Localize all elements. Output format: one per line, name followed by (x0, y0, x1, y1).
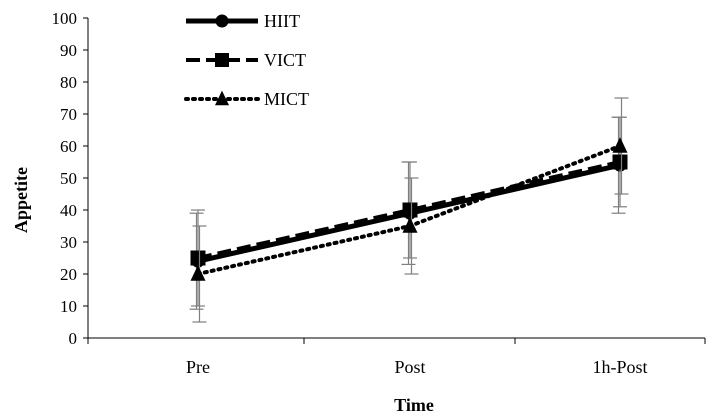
data-point-mict (612, 137, 628, 153)
legend-label-hiit: HIIT (264, 11, 300, 31)
y-tick-label: 90 (60, 41, 77, 60)
legend: HIIT VICT MICT (184, 11, 309, 109)
data-point-vict (190, 250, 206, 266)
data-point-mict (402, 217, 418, 233)
data-point-vict (402, 202, 418, 218)
legend-label-mict: MICT (264, 89, 309, 109)
data-point-vict (612, 154, 628, 170)
series-layer (189, 97, 629, 323)
y-tick-label: 20 (60, 265, 77, 284)
legend-item-mict: MICT (184, 89, 309, 109)
legend-item-hiit: HIIT (186, 11, 300, 31)
y-axis-ticks: 0 10 20 30 40 50 60 70 80 90 100 (52, 9, 88, 348)
legend-marker-hiit (215, 14, 229, 28)
y-tick-label: 60 (60, 137, 77, 156)
y-tick-label: 80 (60, 73, 77, 92)
x-tick-label: Post (394, 357, 425, 377)
y-tick-label: 30 (60, 233, 77, 252)
y-tick-label: 70 (60, 105, 77, 124)
legend-marker-vict (215, 53, 229, 67)
series-line-vict (197, 160, 621, 260)
legend-marker-mict (215, 90, 229, 106)
series-mict (190, 97, 629, 323)
y-tick-label: 0 (69, 329, 78, 348)
legend-label-vict: VICT (264, 50, 306, 70)
y-tick-label: 100 (52, 9, 78, 28)
y-tick-label: 40 (60, 201, 77, 220)
x-tick-label: Pre (186, 357, 210, 377)
y-tick-label: 10 (60, 297, 77, 316)
x-tick-label: 1h-Post (592, 357, 647, 377)
series-vict (190, 116, 628, 307)
x-axis-ticks: Pre Post 1h-Post (87, 338, 706, 377)
x-axis-title: Time (394, 395, 434, 415)
y-tick-label: 50 (60, 169, 77, 188)
y-axis-title: Appetite (11, 167, 31, 233)
data-point-mict (190, 265, 206, 281)
axes (87, 18, 705, 339)
legend-item-vict: VICT (186, 50, 306, 70)
